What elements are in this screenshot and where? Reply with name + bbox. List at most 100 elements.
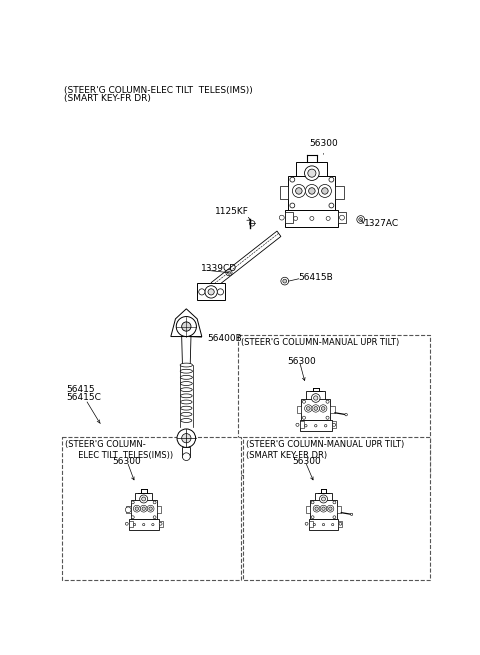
Circle shape xyxy=(296,423,299,426)
Circle shape xyxy=(314,424,317,427)
Circle shape xyxy=(217,289,224,295)
Bar xyxy=(157,506,161,514)
Circle shape xyxy=(320,495,327,503)
Circle shape xyxy=(140,505,147,512)
Text: 56415C: 56415C xyxy=(66,393,101,402)
Text: 56400B: 56400B xyxy=(189,333,242,343)
Circle shape xyxy=(290,203,295,208)
Ellipse shape xyxy=(180,375,192,379)
Bar xyxy=(338,521,342,527)
Circle shape xyxy=(339,215,345,220)
Circle shape xyxy=(313,523,315,526)
Bar xyxy=(129,521,133,527)
Circle shape xyxy=(140,495,148,503)
Circle shape xyxy=(182,453,190,460)
Circle shape xyxy=(305,522,308,525)
Ellipse shape xyxy=(180,363,192,367)
Bar xyxy=(297,406,301,413)
Circle shape xyxy=(176,316,196,337)
Circle shape xyxy=(359,217,362,221)
Circle shape xyxy=(181,434,191,443)
Circle shape xyxy=(226,270,232,276)
Circle shape xyxy=(228,271,230,274)
Circle shape xyxy=(322,497,325,501)
Circle shape xyxy=(133,505,140,512)
Ellipse shape xyxy=(180,400,192,404)
Circle shape xyxy=(350,514,353,515)
Circle shape xyxy=(318,185,331,197)
Bar xyxy=(336,506,341,514)
Circle shape xyxy=(132,501,134,504)
Polygon shape xyxy=(181,337,191,365)
Circle shape xyxy=(326,416,329,419)
Bar xyxy=(297,162,327,185)
Circle shape xyxy=(320,505,327,512)
Circle shape xyxy=(283,279,287,283)
Ellipse shape xyxy=(180,406,192,410)
Circle shape xyxy=(143,523,145,526)
Bar xyxy=(135,493,152,505)
Circle shape xyxy=(329,507,332,510)
Text: 56300: 56300 xyxy=(309,139,338,155)
Text: (STEER'G COLUMN-
     ELEC TILT  TELES(IMS)): (STEER'G COLUMN- ELEC TILT TELES(IMS)) xyxy=(65,441,173,460)
Circle shape xyxy=(322,188,328,194)
Circle shape xyxy=(326,400,329,403)
Text: 56300: 56300 xyxy=(292,457,321,466)
Circle shape xyxy=(339,522,342,525)
Circle shape xyxy=(306,407,310,410)
Circle shape xyxy=(302,416,306,419)
Circle shape xyxy=(333,515,336,519)
Bar xyxy=(238,335,431,475)
Ellipse shape xyxy=(180,388,192,392)
Circle shape xyxy=(132,515,134,519)
Bar xyxy=(301,400,330,420)
Ellipse shape xyxy=(181,413,192,416)
Bar xyxy=(182,447,190,457)
Circle shape xyxy=(125,522,128,525)
Circle shape xyxy=(311,501,314,504)
Bar xyxy=(286,210,338,227)
Bar xyxy=(330,406,335,413)
Circle shape xyxy=(332,523,334,526)
Circle shape xyxy=(321,407,325,410)
Bar xyxy=(158,521,163,527)
Circle shape xyxy=(147,505,154,512)
Circle shape xyxy=(315,507,318,510)
Circle shape xyxy=(309,188,315,194)
Bar xyxy=(332,421,336,428)
Circle shape xyxy=(314,407,318,410)
Circle shape xyxy=(333,501,336,504)
Text: 56415: 56415 xyxy=(66,385,95,394)
Circle shape xyxy=(313,505,320,512)
Bar xyxy=(338,212,346,223)
Ellipse shape xyxy=(180,394,192,398)
Circle shape xyxy=(152,523,154,526)
Circle shape xyxy=(281,277,288,285)
Bar xyxy=(288,176,336,210)
Circle shape xyxy=(153,515,156,519)
Ellipse shape xyxy=(180,382,192,385)
Circle shape xyxy=(324,424,327,427)
Circle shape xyxy=(308,169,316,178)
Circle shape xyxy=(327,505,334,512)
Bar xyxy=(306,506,310,514)
Polygon shape xyxy=(211,231,281,288)
Circle shape xyxy=(329,203,334,208)
Bar xyxy=(286,212,293,223)
Text: 56300: 56300 xyxy=(113,457,142,466)
Circle shape xyxy=(142,507,145,510)
Circle shape xyxy=(304,166,319,180)
Circle shape xyxy=(313,396,318,400)
Bar xyxy=(309,521,312,527)
Text: (STEER'G COLUMN-MANUAL UPR TILT): (STEER'G COLUMN-MANUAL UPR TILT) xyxy=(241,338,399,347)
Circle shape xyxy=(311,515,314,519)
Circle shape xyxy=(320,405,327,412)
Circle shape xyxy=(296,188,302,194)
Circle shape xyxy=(250,221,255,226)
Circle shape xyxy=(133,523,136,526)
Circle shape xyxy=(302,400,306,403)
Circle shape xyxy=(333,423,336,426)
Text: (SMART KEY-FR DR): (SMART KEY-FR DR) xyxy=(64,94,151,103)
Ellipse shape xyxy=(181,419,192,422)
Bar xyxy=(300,421,304,428)
